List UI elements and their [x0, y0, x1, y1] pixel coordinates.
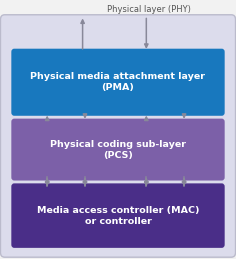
FancyBboxPatch shape — [0, 15, 236, 257]
Text: Physical media attachment layer
(PMA): Physical media attachment layer (PMA) — [30, 72, 206, 92]
Text: Physical coding sub-layer
(PCS): Physical coding sub-layer (PCS) — [50, 140, 186, 160]
FancyBboxPatch shape — [11, 49, 225, 116]
Text: Media access controller (MAC)
or controller: Media access controller (MAC) or control… — [37, 206, 199, 226]
Text: Physical layer (PHY): Physical layer (PHY) — [107, 5, 191, 13]
FancyBboxPatch shape — [11, 183, 225, 248]
FancyBboxPatch shape — [11, 119, 225, 181]
